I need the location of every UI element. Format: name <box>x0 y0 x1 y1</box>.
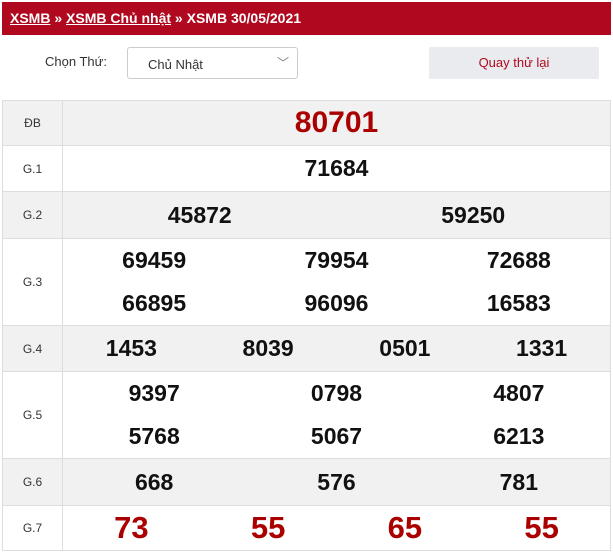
prize-numbers: 1453 8039 0501 1331 <box>63 326 610 371</box>
chevron-down-icon: ﹀ <box>276 56 289 70</box>
prize-label: G.4 <box>3 326 63 371</box>
prize-number: 5768 <box>128 423 180 449</box>
prize-number: 9397 <box>128 380 180 406</box>
prize-number: 1453 <box>105 335 157 361</box>
prize-numbers: 69459 79954 72688 66895 96096 16583 <box>63 239 610 325</box>
prize-number: 73 <box>114 510 149 545</box>
prize-number: 79954 <box>304 247 369 273</box>
prize-row: G.3 69459 79954 72688 66895 96096 16583 <box>3 239 610 326</box>
breadcrumb: XSMB » XSMB Chủ nhật » XSMB 30/05/2021 <box>2 2 611 35</box>
prize-row: G.5 9397 0798 4807 5768 5067 6213 <box>3 372 610 459</box>
day-select[interactable]: Chủ Nhật ﹀ <box>127 47 298 79</box>
prize-label: G.3 <box>3 239 63 325</box>
breadcrumb-link-xsmb-chu-nhat[interactable]: XSMB Chủ nhật <box>66 10 172 26</box>
spin-again-button[interactable]: Quay thử lại <box>429 47 599 79</box>
prize-number: 55 <box>250 510 286 545</box>
breadcrumb-current: XSMB 30/05/2021 <box>186 10 302 26</box>
prize-numbers: 80701 <box>63 101 610 145</box>
breadcrumb-separator: » <box>174 10 183 26</box>
prize-label: G.2 <box>3 192 63 238</box>
prize-row: G.1 71684 <box>3 146 610 192</box>
prize-numbers: 668 576 781 <box>63 459 610 505</box>
prize-numbers: 73 55 65 55 <box>63 506 610 550</box>
prize-label: G.1 <box>3 146 63 191</box>
prize-number: 16583 <box>486 290 551 316</box>
prize-number: 668 <box>134 468 174 495</box>
prize-number: 781 <box>499 468 538 495</box>
prize-number: 5067 <box>310 423 363 449</box>
prize-number: 576 <box>317 468 356 495</box>
prize-number: 71684 <box>304 155 369 181</box>
prize-row: G.7 73 55 65 55 <box>3 506 610 551</box>
prize-row: G.2 45872 59250 <box>3 192 610 239</box>
prize-numbers: 9397 0798 4807 5768 5067 6213 <box>63 372 610 458</box>
prize-number: 55 <box>524 510 559 545</box>
prize-number: 8039 <box>242 335 294 361</box>
prize-row: ĐB 80701 <box>3 101 610 146</box>
prize-label: G.5 <box>3 372 63 458</box>
day-select-label: Chọn Thứ: <box>45 54 107 69</box>
day-select-value: Chủ Nhật <box>148 57 203 72</box>
prize-label: G.6 <box>3 459 63 505</box>
prize-number: 66895 <box>122 290 187 316</box>
prize-number: 0798 <box>310 380 363 406</box>
prize-number: 1331 <box>516 335 568 361</box>
prize-numbers: 45872 59250 <box>63 192 610 238</box>
prize-row: G.4 1453 8039 0501 1331 <box>3 326 610 372</box>
prize-number: 59250 <box>441 201 506 228</box>
prize-number: 6213 <box>493 423 545 449</box>
prize-numbers: 71684 <box>63 146 610 191</box>
prize-number: 65 <box>387 510 423 545</box>
prize-number: 72688 <box>486 247 551 273</box>
prize-number: 80701 <box>294 106 379 139</box>
breadcrumb-separator: » <box>54 10 63 26</box>
results-table: ĐB 80701 G.1 71684 G.2 45872 59250 G.3 69459 7995… <box>2 100 611 551</box>
prize-row: G.6 668 576 781 <box>3 459 610 506</box>
prize-number: 45872 <box>167 201 232 228</box>
prize-number: 96096 <box>304 290 369 316</box>
prize-label: G.7 <box>3 506 63 550</box>
prize-number: 0501 <box>379 335 431 361</box>
prize-number: 4807 <box>493 380 545 406</box>
breadcrumb-link-xsmb[interactable]: XSMB <box>10 10 51 26</box>
prize-number: 69459 <box>122 247 187 273</box>
prize-label: ĐB <box>3 101 63 145</box>
